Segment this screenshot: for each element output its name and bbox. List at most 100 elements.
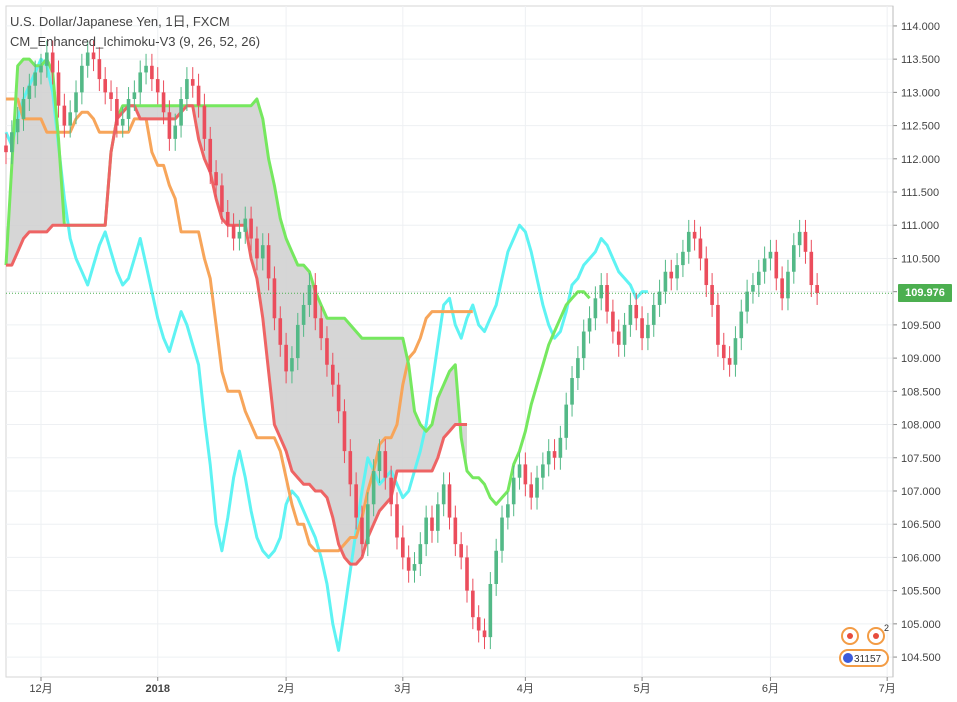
candle bbox=[640, 306, 644, 351]
candle bbox=[290, 346, 294, 384]
candle bbox=[558, 425, 563, 470]
candle-body bbox=[564, 404, 569, 438]
candle-body bbox=[214, 172, 218, 186]
candle-body bbox=[511, 477, 516, 505]
candle bbox=[686, 219, 691, 264]
y-tick-label: 108.000 bbox=[901, 420, 941, 432]
candle-body bbox=[91, 52, 96, 60]
x-tick-label: 7月 bbox=[879, 683, 896, 695]
candle-body bbox=[348, 451, 353, 485]
candle bbox=[214, 160, 218, 198]
candle bbox=[80, 53, 84, 105]
candle-body bbox=[628, 304, 633, 325]
candle-body bbox=[529, 484, 534, 498]
candle-body bbox=[745, 291, 749, 312]
y-tick-label: 112.500 bbox=[901, 121, 940, 133]
candle-body bbox=[85, 52, 90, 66]
candle-body bbox=[593, 298, 598, 319]
candle bbox=[307, 273, 312, 317]
candle bbox=[500, 505, 504, 563]
candle bbox=[581, 319, 586, 371]
candle-body bbox=[546, 451, 551, 465]
candle-body bbox=[675, 265, 679, 279]
candle-body bbox=[360, 517, 364, 545]
candle-body bbox=[663, 271, 668, 292]
candle-body bbox=[249, 218, 253, 239]
candle-body bbox=[179, 99, 183, 126]
candle bbox=[669, 259, 674, 291]
candle-body bbox=[424, 517, 428, 545]
candle-body bbox=[611, 311, 615, 332]
candle-body bbox=[482, 630, 487, 638]
candle-body bbox=[395, 504, 399, 538]
candle-body bbox=[762, 258, 767, 272]
candle-body bbox=[791, 245, 796, 272]
candle bbox=[237, 219, 242, 251]
candle-body bbox=[313, 285, 318, 319]
candle bbox=[272, 266, 277, 331]
candle-body bbox=[185, 79, 189, 100]
candle-body bbox=[698, 238, 703, 259]
candle bbox=[389, 465, 393, 517]
candle bbox=[453, 505, 458, 557]
badge-text: 31157 bbox=[854, 654, 882, 665]
candle-body bbox=[255, 238, 259, 259]
candle-body bbox=[225, 211, 230, 226]
candle bbox=[786, 259, 790, 311]
candle-body bbox=[815, 285, 819, 294]
candle bbox=[97, 47, 102, 92]
candlesticks bbox=[4, 40, 819, 650]
candle bbox=[138, 60, 143, 105]
candle-body bbox=[669, 271, 674, 279]
candle-body bbox=[768, 251, 773, 259]
candle bbox=[721, 332, 726, 371]
candle-body bbox=[587, 318, 592, 332]
candle bbox=[471, 578, 475, 630]
y-tick-label: 106.500 bbox=[901, 519, 941, 531]
candle bbox=[208, 126, 213, 185]
candle bbox=[430, 505, 434, 543]
candle-body bbox=[208, 138, 213, 173]
candle bbox=[27, 73, 32, 111]
x-tick-label: 2018 bbox=[145, 683, 169, 695]
candle-body bbox=[202, 105, 207, 139]
candle-body bbox=[500, 517, 504, 551]
series-line-kijun bbox=[6, 97, 473, 553]
candle bbox=[243, 206, 248, 244]
x-tick-label: 6月 bbox=[762, 683, 779, 695]
candle bbox=[535, 465, 539, 510]
candle bbox=[541, 452, 545, 490]
candle-body bbox=[132, 92, 137, 100]
candle bbox=[284, 332, 288, 384]
candle-body bbox=[751, 285, 755, 292]
candle-body bbox=[401, 537, 405, 558]
candle-body bbox=[278, 318, 283, 345]
y-tick-label: 111.000 bbox=[901, 220, 939, 232]
candle bbox=[179, 87, 183, 138]
candle-body bbox=[319, 318, 323, 339]
candle bbox=[628, 293, 633, 337]
candle bbox=[803, 219, 808, 264]
y-tick-label: 104.500 bbox=[901, 652, 941, 664]
candle-body bbox=[330, 364, 335, 385]
candle-body bbox=[10, 132, 14, 153]
candle bbox=[132, 80, 137, 111]
candle-body bbox=[103, 79, 108, 93]
candle-body bbox=[109, 92, 113, 100]
candle-body bbox=[517, 464, 522, 478]
candle-body bbox=[774, 251, 779, 279]
candle bbox=[260, 233, 265, 271]
candle-body bbox=[523, 464, 528, 485]
candle bbox=[605, 273, 609, 324]
candle bbox=[418, 532, 423, 577]
candle bbox=[173, 113, 178, 151]
candle bbox=[342, 399, 347, 464]
candle bbox=[482, 618, 487, 650]
candle-body bbox=[56, 72, 61, 106]
candle bbox=[278, 306, 283, 357]
x-tick-label: 12月 bbox=[29, 683, 52, 695]
candle-body bbox=[74, 92, 78, 113]
candle bbox=[348, 439, 353, 497]
